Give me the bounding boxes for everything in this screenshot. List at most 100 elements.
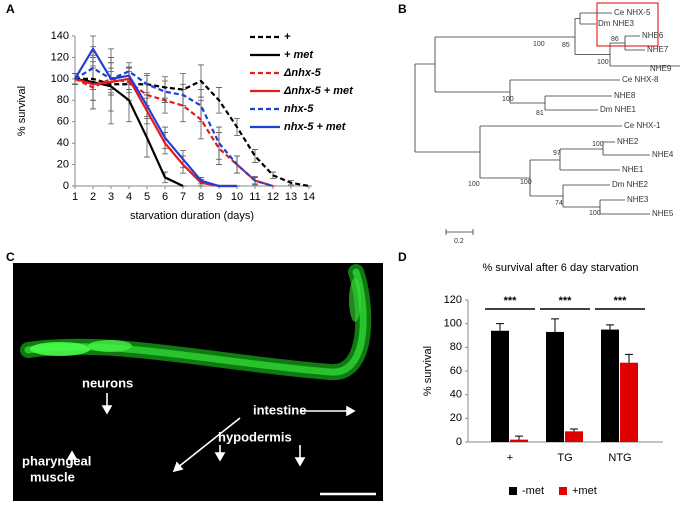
x-tick-label: 9 (216, 191, 222, 203)
bootstrap: 100 (592, 141, 604, 148)
y-tick-label: 0 (63, 180, 69, 192)
error-bar (198, 89, 204, 123)
x-tick-label: TG (557, 452, 572, 464)
y-tick-label: 100 (51, 73, 69, 85)
x-tick-label: 13 (285, 191, 297, 203)
bootstrap: 100 (533, 41, 545, 48)
leaf-label: Dm NHE3 (598, 19, 635, 28)
bootstrap: 100 (589, 210, 601, 217)
x-tick-label: 8 (198, 191, 204, 203)
legend-label: + (284, 31, 291, 43)
series-line (74, 66, 274, 188)
x-tick-label: 14 (303, 191, 315, 203)
x-tick-label: 10 (231, 191, 243, 203)
bar (491, 330, 509, 442)
structure-label: intestine (253, 402, 306, 417)
leaf-label: Ce NHX-8 (622, 75, 659, 84)
bar (565, 431, 583, 442)
x-tick-label: 11 (249, 191, 260, 203)
leaf-label: Ce NHX-5 (614, 8, 651, 17)
x-axis-label: starvation duration (days) (130, 210, 254, 222)
error-bar (216, 126, 222, 160)
annotation: *** (614, 295, 628, 307)
panel-label: D (398, 250, 407, 264)
panel-label: B (398, 2, 407, 16)
panel-label: A (6, 2, 15, 16)
leaf-label: NHE3 (627, 195, 649, 204)
chart-title: % survival after 6 day starvation (483, 262, 639, 274)
x-tick-label: 5 (144, 191, 150, 203)
series-line (75, 77, 310, 188)
structure-label: neurons (82, 375, 133, 390)
error-bar (252, 149, 258, 163)
tree-labels: Ce NHX-5 Dm NHE3 NHE6 NHE7 NHE9 Ce NHX-8… (454, 8, 674, 245)
y-tick-label: 120 (444, 294, 462, 306)
y-axis-label: % survival (16, 86, 28, 136)
legend-swatch (559, 487, 567, 495)
bar (546, 331, 564, 442)
legend-label: nhx-5 + met (284, 121, 347, 133)
x-tick-label: 1 (72, 191, 78, 203)
bootstrap: 100 (520, 179, 532, 186)
series-line (74, 77, 274, 188)
leaf-label: Dm NHE2 (612, 180, 649, 189)
y-tick-label: 140 (51, 30, 69, 42)
bootstrap: 86 (611, 36, 619, 43)
y-tick-label: 0 (456, 436, 462, 448)
y-tick-label: 80 (57, 94, 69, 106)
x-tick-label: NTG (608, 452, 631, 464)
bar (601, 329, 619, 442)
x-tick-label: 2 (90, 191, 96, 203)
annotation: *** (504, 295, 518, 307)
leaf-label: NHE2 (617, 137, 639, 146)
leaf-label: NHE8 (614, 91, 636, 100)
micrograph: intestine neurons hypodermis pharyngeal … (13, 263, 383, 501)
error-bar (606, 324, 614, 330)
bootstrap: 74 (555, 200, 563, 207)
error-bar (496, 323, 504, 331)
leaf-label: NHE1 (622, 165, 644, 174)
annotation: *** (559, 295, 573, 307)
structure-label: hypodermis (218, 429, 292, 444)
structure-label: muscle (30, 469, 75, 484)
error-bar (162, 80, 168, 103)
series-line (74, 77, 184, 187)
bootstrap: 100 (597, 59, 609, 66)
leaf-label: NHE9 (650, 64, 672, 73)
legend-swatch (509, 487, 517, 495)
y-tick-label: 100 (444, 318, 462, 330)
leaf-label: Dm NHE1 (600, 105, 637, 114)
legend-label: + met (284, 49, 314, 61)
legend-label: Δnhx-5 (283, 67, 322, 79)
x-tick-label: 4 (126, 191, 132, 203)
phylogenetic-tree (414, 12, 680, 235)
highlight-box (596, 2, 659, 47)
legend-label: nhx-5 (284, 103, 314, 115)
y-tick-label: 60 (57, 116, 69, 128)
error-bar (625, 353, 633, 363)
y-tick-label: 20 (57, 158, 69, 170)
structure-label: pharyngeal (22, 453, 91, 468)
scale-label: 0.2 (454, 238, 464, 245)
legend-label: Δnhx-5 + met (283, 85, 354, 97)
leaf-label: NHE7 (647, 45, 669, 54)
bar (510, 439, 528, 442)
x-tick-label: 7 (180, 191, 186, 203)
y-tick-label: 120 (51, 51, 69, 63)
y-tick-label: 80 (450, 341, 462, 353)
error-bar (570, 428, 578, 432)
panel-label: C (6, 250, 15, 264)
leaf-label: NHE6 (642, 31, 664, 40)
error-bar (551, 318, 559, 332)
leaf-label: Ce NHX-1 (624, 121, 661, 130)
y-tick-label: 40 (450, 389, 462, 401)
bar (620, 362, 638, 442)
bootstrap: 100 (468, 181, 480, 188)
bootstrap: 81 (536, 110, 544, 117)
legend-label: +met (572, 485, 597, 497)
bootstrap: 85 (562, 42, 570, 49)
leaf-label: NHE4 (652, 150, 674, 159)
series-line (74, 46, 237, 188)
y-tick-label: 40 (57, 137, 69, 149)
